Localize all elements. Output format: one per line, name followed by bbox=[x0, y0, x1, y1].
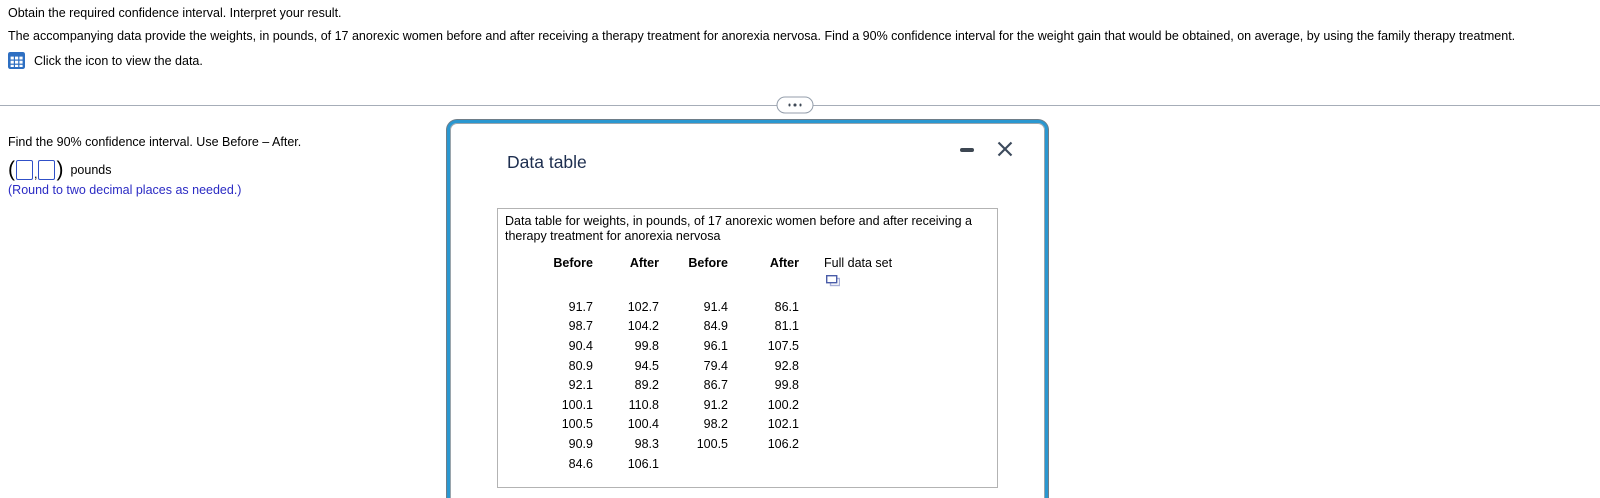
cell-value: 79.4 bbox=[703, 358, 728, 373]
answer-input-lower[interactable] bbox=[16, 160, 33, 180]
close-button[interactable] bbox=[994, 138, 1016, 160]
full-data-set-header: Full data set bbox=[799, 256, 997, 297]
column-header-before-2: Before bbox=[688, 256, 728, 270]
table-row: 100.5 100.4 98.2 102.1 bbox=[498, 415, 997, 435]
cell-value: 89.2 bbox=[634, 378, 659, 393]
cell-value: 91.7 bbox=[568, 299, 593, 314]
cell-value: 84.9 bbox=[703, 319, 728, 334]
cell-value: 92.1 bbox=[568, 378, 593, 393]
cell-value: 98.2 bbox=[703, 417, 728, 432]
cell-value: 102.1 bbox=[767, 417, 799, 432]
cell-value: 86.7 bbox=[703, 378, 728, 393]
cell-value: 98.7 bbox=[568, 319, 593, 334]
unit-label: pounds bbox=[70, 163, 112, 177]
full-data-set-label: Full data set bbox=[824, 256, 893, 270]
cell-value: 100.4 bbox=[627, 417, 659, 432]
divider-toggle-button[interactable] bbox=[776, 96, 814, 114]
cell-value: 100.5 bbox=[696, 436, 728, 451]
cell-value bbox=[659, 454, 728, 474]
problem-statement: The accompanying data provide the weight… bbox=[8, 29, 1516, 43]
close-icon bbox=[997, 141, 1013, 157]
view-data-line: Click the icon to view the data. bbox=[8, 52, 203, 69]
cell-value: 100.2 bbox=[767, 397, 799, 412]
cell-value: 110.8 bbox=[628, 397, 659, 412]
cell-value: 81.1 bbox=[774, 319, 799, 334]
cell-value: 98.3 bbox=[634, 436, 659, 451]
rounding-note: (Round to two decimal places as needed.) bbox=[8, 183, 242, 197]
cell-value: 99.8 bbox=[634, 338, 659, 353]
table-row: 90.4 99.8 96.1 107.5 bbox=[498, 336, 997, 356]
table-row: 90.9 98.3 100.5 106.2 bbox=[498, 434, 997, 454]
data-table-panel: Data table for weights, in pounds, of 17… bbox=[497, 208, 998, 488]
dot bbox=[788, 103, 791, 107]
table-row: 98.7 104.2 84.9 81.1 bbox=[498, 317, 997, 337]
table-row: 92.1 89.2 86.7 99.8 bbox=[498, 375, 997, 395]
cell-empty bbox=[799, 434, 997, 454]
question-prompt: Find the 90% confidence interval. Use Be… bbox=[8, 135, 302, 149]
cell-value: 94.5 bbox=[634, 358, 659, 373]
cell-empty bbox=[799, 375, 997, 395]
cell-value: 91.4 bbox=[703, 299, 728, 314]
view-data-caption: Click the icon to view the data. bbox=[34, 53, 203, 68]
cell-value: 102.7 bbox=[627, 299, 659, 314]
cell-empty bbox=[799, 317, 997, 337]
cell-value: 100.5 bbox=[561, 417, 593, 432]
cell-value: 106.1 bbox=[627, 456, 659, 471]
close-paren: ) bbox=[56, 158, 64, 181]
data-table: Before After Before After Full data set bbox=[498, 256, 997, 473]
cell-empty bbox=[799, 356, 997, 376]
data-table-icon[interactable] bbox=[8, 52, 25, 69]
dot bbox=[799, 103, 802, 107]
cell-value: 106.2 bbox=[767, 436, 799, 451]
cell-empty bbox=[799, 415, 997, 435]
cell-value: 84.6 bbox=[568, 456, 593, 471]
cell-value bbox=[728, 454, 799, 474]
cell-value: 90.4 bbox=[568, 338, 593, 353]
header-row: Before After Before After Full data set bbox=[498, 256, 997, 297]
cell-value: 80.9 bbox=[568, 358, 593, 373]
cell-value: 100.1 bbox=[561, 397, 593, 412]
table-row: 84.6 106.1 bbox=[498, 454, 997, 474]
cell-value: 107.5 bbox=[767, 338, 799, 353]
minimize-button[interactable] bbox=[960, 148, 974, 152]
cell-value: 99.8 bbox=[774, 378, 799, 393]
column-header-before-1: Before bbox=[553, 256, 593, 270]
instruction-text: Obtain the required confidence interval.… bbox=[8, 6, 342, 20]
cell-empty bbox=[799, 336, 997, 356]
answer-input-upper[interactable] bbox=[38, 160, 56, 180]
column-header-after-1: After bbox=[629, 256, 659, 270]
dot bbox=[793, 103, 797, 107]
table-row: 91.7 102.7 91.4 86.1 bbox=[498, 297, 997, 317]
cell-value: 96.1 bbox=[703, 338, 728, 353]
cell-empty bbox=[799, 454, 997, 474]
dialog-title: Data table bbox=[507, 152, 587, 172]
cell-value: 90.9 bbox=[568, 436, 593, 451]
open-full-data-icon[interactable] bbox=[826, 275, 840, 287]
cell-value: 91.2 bbox=[703, 397, 728, 412]
table-caption: Data table for weights, in pounds, of 17… bbox=[505, 214, 972, 243]
answer-line: ( , ) pounds bbox=[8, 156, 112, 184]
column-header-after-2: After bbox=[769, 256, 799, 270]
answer-separator: , bbox=[34, 167, 38, 181]
cell-empty bbox=[799, 297, 997, 317]
table-row: 80.9 94.5 79.4 92.8 bbox=[498, 356, 997, 376]
cell-value: 86.1 bbox=[774, 299, 799, 314]
data-table-dialog: Data table Data table for weights, in po… bbox=[447, 120, 1048, 498]
cell-value: 92.8 bbox=[774, 358, 799, 373]
cell-empty bbox=[799, 395, 997, 415]
cell-value: 104.2 bbox=[627, 319, 659, 334]
open-paren: ( bbox=[8, 158, 15, 181]
table-row: 100.1 110.8 91.2 100.2 bbox=[498, 395, 997, 415]
